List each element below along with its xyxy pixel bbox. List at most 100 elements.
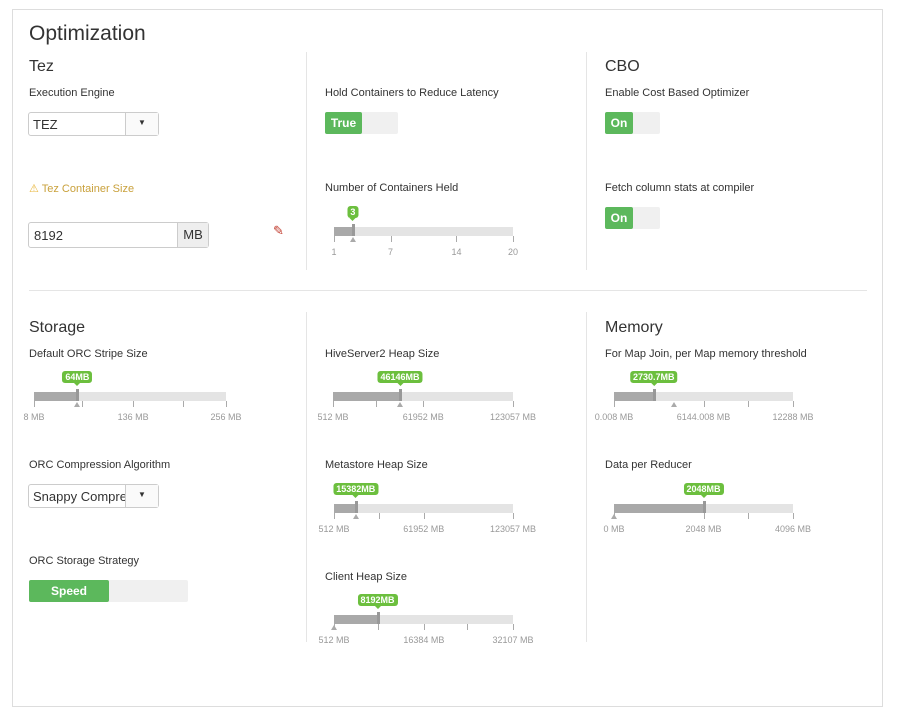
slider-tick [377,624,379,630]
metastore-heap-label: Metastore Heap Size [325,459,428,471]
slider-track[interactable] [334,227,513,236]
tez-container-size-input-group: 8192 MB [28,222,209,248]
slider-fill [333,392,401,401]
orc-storage-strategy-label: ORC Storage Strategy [29,555,140,567]
memory-heading: Memory [605,319,663,336]
hs2-heap-label: HiveServer2 Heap Size [325,348,440,360]
slider-tick [378,513,380,519]
orc-compression-label: ORC Compression Algorithm [29,459,171,471]
slider-tick [793,401,794,407]
slider-tick [334,236,335,242]
divider [306,52,307,270]
slider-tick-label: 32107 MB [492,635,534,645]
slider-tick-label: 6144.008 MB [676,412,731,422]
slider-tick-label: 123057 MB [489,524,537,534]
slider-track[interactable] [333,392,513,401]
caret-down-icon[interactable]: ▼ [125,485,158,507]
toggle-on: On [605,112,633,134]
slider-tick [614,401,615,407]
slider-handle[interactable] [652,389,656,401]
slider-tick-label: 4096 MB [774,524,812,534]
slider-track[interactable] [34,392,226,401]
slider-handle[interactable] [702,501,706,513]
data-per-reducer-slider[interactable]: 0 MB 2048 MB 4096 MB 2048MB [603,483,811,544]
metastore-heap-slider[interactable]: 512 MB 61952 MB 123057 MB 15382MB [318,483,536,544]
slider-fill [334,227,353,236]
slider-fill [614,392,654,401]
slider-tick [423,513,425,519]
slider-tick-label: 512 MB [318,635,350,645]
unit-addon: MB [177,223,208,247]
slider-handle[interactable] [351,224,355,236]
default-value-marker [611,514,617,519]
mapjoin-threshold-slider[interactable]: 0.008 MB 6144.008 MB 12288 MB 2730.7MB [595,371,814,432]
orc-stripe-size-slider[interactable]: 8 MB 136 MB 256 MB 64MB [23,371,242,432]
page-title: Optimization [29,22,146,45]
slider-tick [703,513,705,519]
execution-engine-select[interactable]: TEZ ▼ [28,112,159,136]
slider-tick-label: 61952 MB [402,412,444,422]
slider-tick [423,624,425,630]
slider-tick [226,401,227,407]
orc-stripe-size-label: Default ORC Stripe Size [29,348,148,360]
slider-tick [513,401,514,407]
fetch-column-stats-label: Fetch column stats at compiler [605,182,755,194]
slider-tick-label: 123057 MB [489,412,537,422]
storage-heading: Storage [29,319,86,336]
warning-icon: ⚠ [29,183,39,195]
enable-cbo-label: Enable Cost Based Optimizer [605,87,750,99]
caret-down-icon[interactable]: ▼ [125,113,158,135]
slider-tick-label: 7 [388,247,394,257]
slider-tick-label: 1 [331,247,337,257]
strategy-speed: Speed [29,580,109,602]
slider-track[interactable] [334,504,513,513]
slider-tick-label: 512 MB [317,412,349,422]
orc-compression-select[interactable]: Snappy Compression ▼ [28,484,159,508]
enable-cbo-toggle[interactable]: On [605,112,660,134]
slider-tick [333,401,334,407]
default-value-marker [397,402,404,407]
slider-tick [390,236,392,242]
slider-value-tooltip: 64MB [62,371,93,386]
default-value-marker [74,402,81,407]
hold-containers-toggle[interactable]: True [325,112,398,134]
toggle-on: On [605,207,633,229]
execution-engine-value: TEZ [33,117,58,132]
orc-compression-value: Snappy Compression [33,489,125,504]
slider-tick-label: 256 MB [210,412,242,422]
slider-value-tooltip: 15382MB [333,483,379,498]
pencil-icon[interactable]: ✎ [273,223,284,238]
slider-tick-label: 20 [507,247,519,257]
hs2-heap-slider[interactable]: 512 MB 61952 MB 123057 MB 46146MB [317,371,536,432]
slider-value-tooltip: 2730.7MB [630,371,678,386]
slider-track[interactable] [614,392,793,401]
default-value-marker [349,237,356,242]
containers-held-slider[interactable]: 1 7 14 20 3 [331,206,518,267]
slider-tick [703,401,705,407]
slider-tick-label: 14 [451,247,462,257]
slider-track[interactable] [334,615,513,624]
slider-value-tooltip: 2048MB [683,483,724,498]
slider-handle[interactable] [76,389,80,401]
orc-storage-strategy-toggle[interactable]: Speed [29,580,188,602]
slider-handle[interactable] [376,612,380,624]
slider-tick [748,513,750,519]
slider-tick [513,236,514,242]
slider-tick [34,401,35,407]
slider-handle[interactable] [399,389,403,401]
slider-tick-label: 8 MB [23,412,45,422]
slider-fill [34,392,78,401]
execution-engine-label: Execution Engine [29,87,115,99]
tez-container-size-input[interactable]: 8192 [34,228,63,243]
slider-tick [793,513,794,519]
fetch-column-stats-toggle[interactable]: On [605,207,660,229]
containers-held-label: Number of Containers Held [325,182,459,194]
divider [586,52,587,270]
slider-tick [376,401,378,407]
client-heap-label: Client Heap Size [325,571,407,583]
toggle-on: True [325,112,362,134]
slider-tick-label: 0 MB [603,524,625,534]
slider-tick [513,513,514,519]
slider-handle[interactable] [354,501,358,513]
client-heap-slider[interactable]: 512 MB 16384 MB 32107 MB 8192MB [318,594,534,655]
